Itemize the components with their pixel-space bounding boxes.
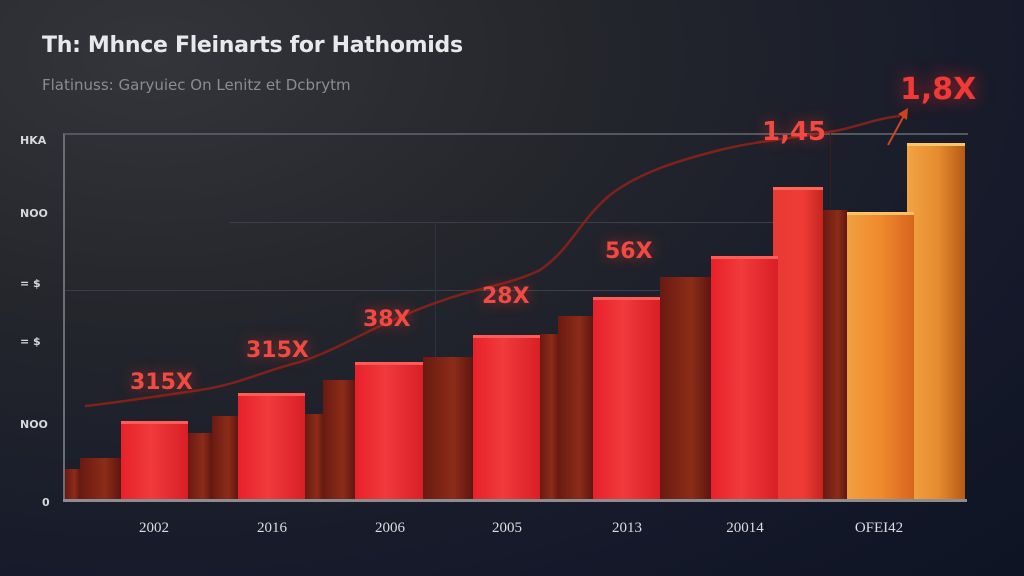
x-tick-label: 20014: [726, 520, 764, 536]
chart-subtitle: Flatinuss: Garyuiec On Lenitz et Dcbrytm: [42, 76, 351, 94]
bar-back: [80, 458, 122, 500]
annotation-label: 56X: [605, 239, 653, 264]
x-tick-label: 2016: [257, 520, 287, 536]
annotation-label: 1,8X: [900, 72, 977, 107]
bar-front: [121, 421, 188, 500]
y-tick-label: = $: [20, 277, 41, 290]
bar-front: [473, 335, 540, 500]
bar-back: [212, 416, 239, 500]
annotation-label: 28X: [482, 284, 530, 309]
y-tick-label: NOO: [20, 418, 48, 431]
chart-title: Th: Mhnce Fleinarts for Hathomids: [42, 33, 463, 58]
y-tick-label: 0: [42, 496, 50, 509]
gridline: [65, 290, 765, 291]
bar-back: [323, 380, 356, 500]
x-tick-label: OFEI42: [854, 520, 904, 536]
annotation-label: 38X: [363, 307, 411, 332]
bar-back: [540, 334, 560, 500]
annotation-label: 1,45: [762, 117, 827, 147]
x-tick-label: 2013: [612, 520, 642, 536]
x-tick-label: 2006: [375, 520, 405, 536]
baseline: [63, 499, 967, 502]
bar-back: [65, 469, 81, 500]
bar-highlight-red: [773, 187, 823, 500]
y-tick-label: HKA: [20, 134, 47, 147]
y-tick-label: = $: [20, 335, 41, 348]
x-tick-label: 2005: [492, 520, 522, 536]
annotation-label: 315X: [130, 370, 193, 395]
bar-front: [238, 393, 305, 500]
y-tick-label: NOO: [20, 207, 48, 220]
bar-front: [355, 362, 423, 500]
plot-frame: [63, 133, 968, 502]
annotation-label: 315X: [246, 338, 309, 363]
bar-front: [593, 297, 660, 500]
bar-back: [188, 433, 213, 500]
bar-back: [423, 357, 474, 500]
gridline: [230, 222, 810, 223]
bar-back: [558, 316, 594, 500]
bar-front-orange: [847, 212, 914, 500]
bar-back: [305, 414, 325, 500]
x-tick-label: 2002: [139, 520, 169, 536]
bar-front: [711, 256, 778, 500]
bar-back: [660, 277, 712, 500]
bar-highlight-orange: [907, 143, 965, 500]
bar-back: [823, 210, 848, 500]
